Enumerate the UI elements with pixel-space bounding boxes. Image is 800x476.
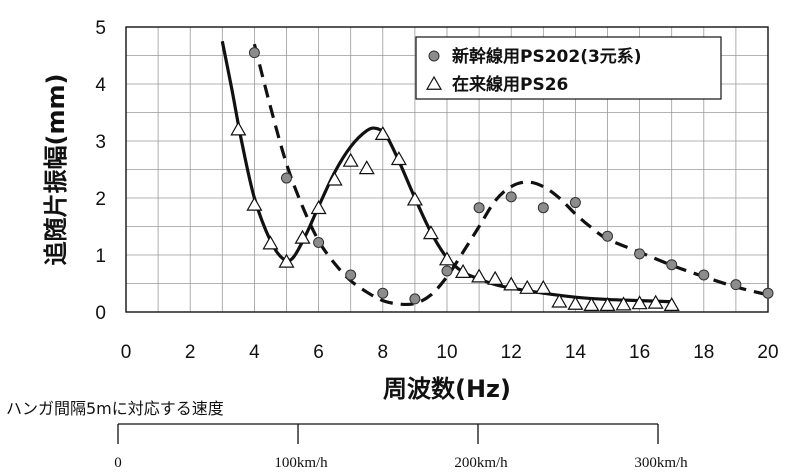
y-tick-label: 0 [95, 303, 106, 324]
x-tick-label: 18 [693, 342, 714, 363]
data-point-triangle [455, 263, 472, 278]
speed-tick-label: 300km/h [634, 455, 688, 471]
speed-tick-label: 0 [114, 455, 122, 471]
data-point-triangle [583, 296, 600, 312]
data-point-circle [345, 269, 357, 281]
data-point-circle [505, 191, 517, 203]
speed-tick-label: 200km/h [454, 455, 508, 471]
data-point-triangle [487, 270, 504, 285]
data-point-circle [409, 293, 421, 305]
data-point-triangle [422, 225, 439, 240]
data-point-triangle [663, 296, 680, 312]
data-point-triangle [294, 229, 311, 244]
data-point-circle [441, 265, 453, 277]
x-axis-label: 周波数(Hz) [383, 375, 511, 403]
y-tick-label: 2 [95, 189, 106, 210]
speed-scale: ハンガ間隔5mに対応する速度 0 100km/h 200km/h 300km/h [6, 399, 688, 471]
x-tick-label: 12 [501, 342, 522, 363]
data-point-triangle [567, 295, 584, 310]
data-point-triangle [519, 279, 536, 294]
data-point-triangle [647, 294, 664, 309]
x-tick-label: 4 [249, 342, 260, 363]
fit-curve-dashed [252, 43, 769, 307]
y-axis-label: 追随片振幅(mm) [42, 74, 70, 266]
data-point-triangle [615, 296, 632, 311]
data-point-triangle [551, 293, 568, 308]
data-point-triangle [599, 296, 616, 312]
data-point-circle [537, 202, 549, 214]
data-point-triangle [278, 253, 295, 268]
data-point-circle [281, 172, 292, 184]
data-point-triangle [631, 295, 648, 310]
data-point-circle [762, 287, 774, 299]
data-point-triangle [326, 171, 343, 186]
data-point-triangle [438, 251, 456, 266]
data-point-circle [313, 236, 325, 248]
y-tick-label: 4 [95, 75, 106, 96]
x-tick-label: 20 [757, 342, 778, 363]
data-point-triangle [535, 279, 552, 294]
data-point-circle [377, 287, 389, 299]
legend-entry-zairaisen: 在来線用PS26 [452, 74, 568, 95]
data-point-circle [569, 197, 581, 209]
x-tick-label: 14 [565, 342, 587, 363]
speed-scale-ticks: 0 100km/h 200km/h 300km/h [114, 424, 688, 471]
data-point-circle [698, 269, 710, 281]
legend: 新幹線用PS202(3元系) 在来線用PS26 [415, 36, 722, 100]
data-point-triangle [471, 268, 488, 283]
speed-scale-title: ハンガ間隔5mに対応する速度 [6, 399, 224, 418]
legend-circle-symbol [428, 50, 440, 62]
legend-box [415, 36, 722, 100]
data-point-triangle [342, 152, 359, 167]
speed-tick-label: 100km/h [274, 455, 328, 471]
legend-marker-circle [428, 50, 440, 62]
data-point-circle [666, 259, 678, 271]
legend-triangle-symbol [425, 75, 443, 90]
data-point-triangle [406, 191, 423, 206]
y-tick-label: 5 [95, 18, 106, 39]
data-point-circle [634, 248, 646, 260]
x-tick-labels: 0 2 4 6 8 10 12 14 16 18 20 [121, 342, 779, 363]
plot-frame [125, 26, 769, 313]
x-tick-label: 10 [436, 342, 457, 363]
data-point-triangle [374, 125, 391, 141]
x-tick-label: 6 [313, 342, 324, 363]
data-point-circle [473, 202, 485, 214]
data-point-triangle [230, 121, 247, 136]
data-point-circle [730, 279, 742, 291]
data-point-triangle [246, 196, 263, 211]
data-point-triangle [310, 200, 327, 215]
x-tick-label: 8 [378, 342, 389, 363]
y-tick-label: 3 [95, 132, 106, 153]
x-tick-label: 16 [629, 342, 650, 363]
data-point-circle [248, 47, 260, 59]
data-point-triangle [358, 160, 375, 175]
data-point-triangle [262, 235, 279, 250]
data-markers [230, 47, 774, 312]
legend-marker-triangle [425, 75, 443, 90]
x-tick-label: 2 [185, 342, 196, 363]
data-point-triangle [390, 151, 407, 166]
data-point-triangle [503, 276, 520, 291]
y-tick-labels: 0 1 2 3 4 5 [95, 18, 106, 324]
x-tick-label: 0 [121, 342, 132, 363]
legend-entry-shinkansen: 新幹線用PS202(3元系) [452, 46, 642, 67]
data-point-circle [602, 230, 613, 242]
y-tick-label: 1 [95, 246, 106, 267]
